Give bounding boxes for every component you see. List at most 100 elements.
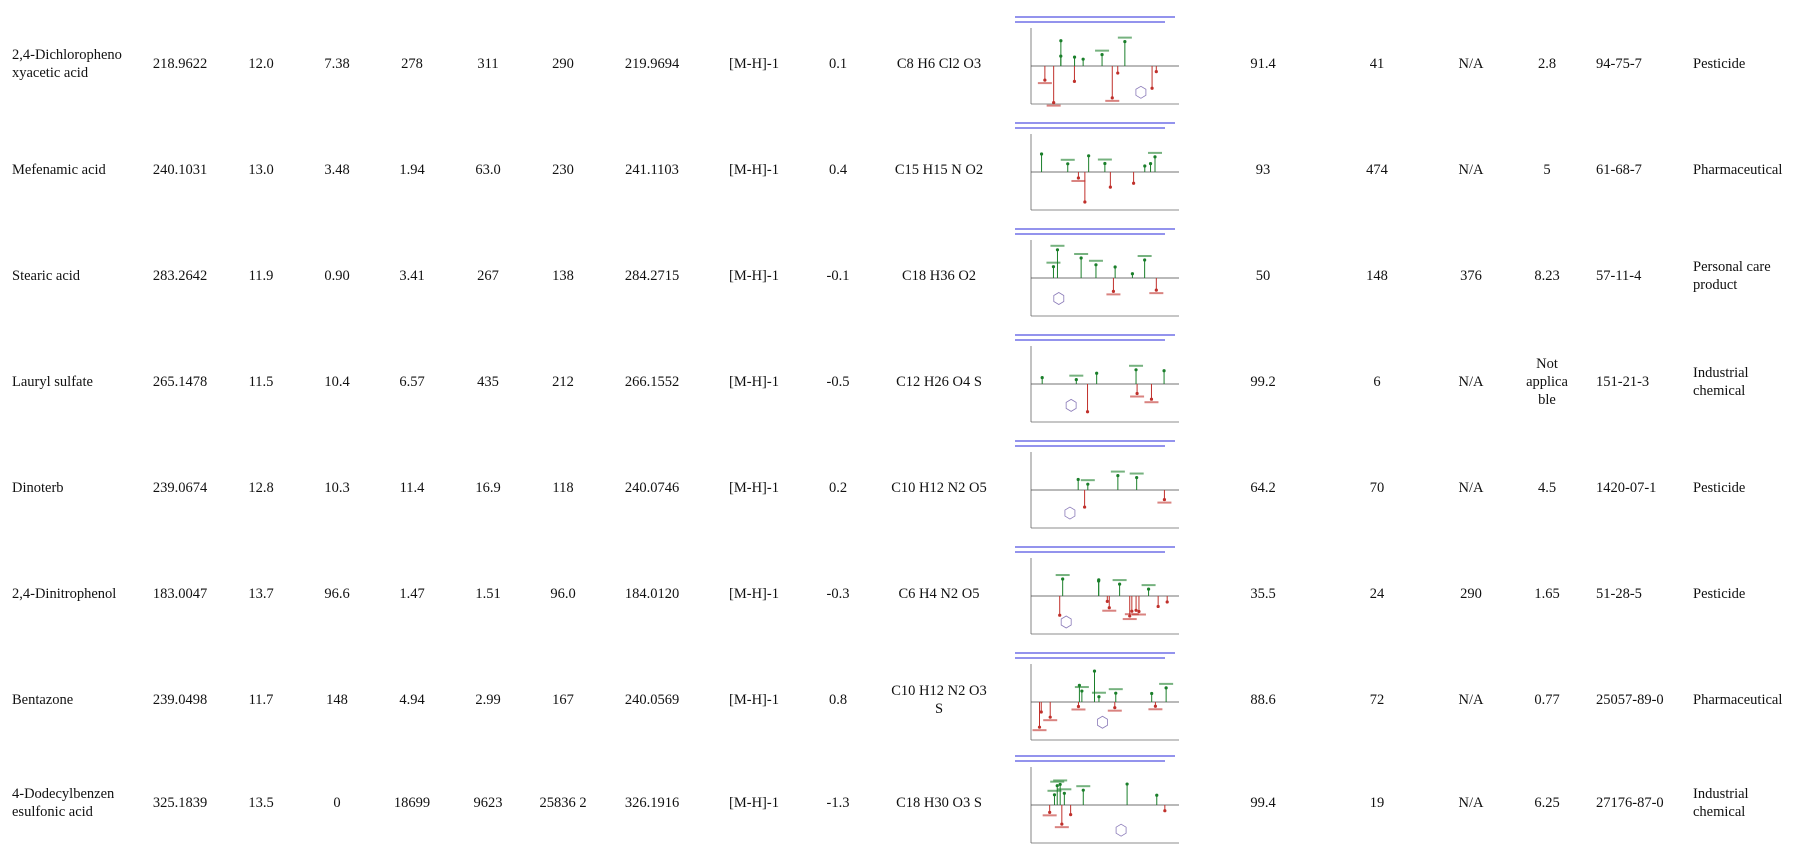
spectrum-peak-marker bbox=[1148, 161, 1153, 166]
spectrum-peak-label bbox=[1054, 826, 1069, 829]
value-f2: N/A bbox=[1458, 795, 1484, 811]
spectrum-peak-marker bbox=[1155, 793, 1159, 797]
spectrum-peak-marker bbox=[1039, 152, 1044, 156]
spectrum-peak-label bbox=[1137, 255, 1152, 258]
spectrum-peak-marker bbox=[1108, 185, 1112, 189]
spectrum-peak-marker bbox=[1135, 391, 1139, 396]
value-f2: 376 bbox=[1460, 268, 1482, 284]
spectrum-peak-label bbox=[1095, 49, 1110, 52]
spectrum-peak-marker bbox=[1130, 609, 1134, 613]
spectrum-peak-marker bbox=[1086, 482, 1090, 486]
mirror-spectrum bbox=[1013, 117, 1183, 223]
value-f2: N/A bbox=[1458, 480, 1484, 496]
spectrum-plot bbox=[1015, 755, 1179, 844]
value-f3: 0.77 bbox=[1534, 692, 1560, 708]
spectrum-peak-label bbox=[1060, 158, 1075, 161]
mass-error: -0.5 bbox=[826, 374, 850, 390]
value-f2: N/A bbox=[1458, 56, 1484, 72]
spectrum-peak-marker bbox=[1130, 272, 1135, 276]
value-f1: 72 bbox=[1369, 692, 1385, 708]
spectrum-header-line bbox=[1015, 652, 1175, 654]
spectrum-header-line bbox=[1015, 657, 1165, 659]
spectrum-peak-marker bbox=[1079, 256, 1083, 260]
spectrum-peak-marker bbox=[1085, 410, 1090, 414]
spectrum-peak-label bbox=[1130, 395, 1145, 398]
value-d: 212 bbox=[552, 374, 574, 390]
spectrum-peak-marker bbox=[1162, 497, 1167, 502]
value-a: 7.38 bbox=[324, 56, 350, 72]
spectrum-peak-marker bbox=[1072, 55, 1077, 59]
cas-number: 57-11-4 bbox=[1596, 268, 1642, 284]
spectrum-peak-marker bbox=[1074, 378, 1078, 382]
value-c: 311 bbox=[477, 56, 499, 72]
spectrum-peak-marker bbox=[1123, 40, 1127, 44]
spectrum-peak-marker bbox=[1143, 258, 1147, 262]
spectrum-peak-label bbox=[1076, 785, 1091, 788]
category: Pesticide bbox=[1693, 480, 1746, 496]
structure-sketch bbox=[1065, 398, 1077, 412]
spectrum-peak-label bbox=[1108, 688, 1123, 691]
spectrum-header-line bbox=[1015, 445, 1165, 447]
value-f1: 24 bbox=[1369, 586, 1385, 602]
spectrum-peak-label bbox=[1157, 501, 1172, 504]
mirror-spectrum bbox=[1013, 541, 1183, 647]
value-a: 10.3 bbox=[324, 480, 350, 496]
table-row: Lauryl sulfate 265.1478 11.5 10.4 6.57 4… bbox=[0, 329, 1798, 435]
category: Industrial chemical bbox=[1693, 365, 1749, 399]
spectrum-peak-marker bbox=[1062, 791, 1066, 795]
spectrum-plot bbox=[1015, 546, 1179, 635]
spectrum-peak-label bbox=[1080, 479, 1095, 482]
spectrum-plot bbox=[1015, 440, 1179, 529]
spectrum-header-line bbox=[1015, 334, 1175, 336]
mass-error: 0.2 bbox=[828, 480, 848, 496]
spectrum-peak-label bbox=[1102, 609, 1117, 612]
formula: C15 H15 N O2 bbox=[894, 162, 984, 178]
spectrum-peak-label bbox=[1147, 151, 1162, 154]
spectrum-peak-marker bbox=[1116, 71, 1120, 75]
spectrum-peak-label bbox=[1117, 36, 1132, 39]
spectrum-peak-label bbox=[1124, 613, 1139, 616]
spectrum-peak-marker bbox=[1164, 686, 1168, 690]
spectrum-header-line bbox=[1015, 233, 1165, 235]
value-b: 3.41 bbox=[399, 268, 425, 284]
adduct: [M-H]-1 bbox=[729, 692, 779, 708]
spectrum-peak-marker bbox=[1110, 96, 1114, 100]
mass-error: -0.3 bbox=[826, 586, 850, 602]
spectrum-plot bbox=[1015, 334, 1179, 423]
mirror-spectrum bbox=[1013, 329, 1183, 435]
spectrum-peak-label bbox=[1071, 179, 1086, 182]
table-row: Stearic acid 283.2642 11.9 0.90 3.41 267… bbox=[0, 223, 1798, 329]
spectrum-peak-marker bbox=[1150, 86, 1154, 90]
value-a: 0.90 bbox=[324, 268, 350, 284]
match-score: 91.4 bbox=[1250, 56, 1276, 72]
value-d: 167 bbox=[552, 692, 574, 708]
cas-number: 27176-87-0 bbox=[1596, 795, 1664, 811]
spectrum-peak-marker bbox=[1094, 263, 1098, 267]
observed-mz: 183.0047 bbox=[152, 586, 208, 602]
category: Pesticide bbox=[1693, 56, 1746, 72]
spectrum-peak-label bbox=[1088, 259, 1103, 262]
spectrum-peak-marker bbox=[1114, 691, 1118, 695]
spectrum-peak-label bbox=[1148, 708, 1163, 711]
spectrum-peak-label bbox=[1129, 472, 1144, 475]
value-b: 18699 bbox=[393, 795, 431, 811]
compound-name: Mefenamic acid bbox=[12, 162, 106, 178]
spectrum-peak-marker bbox=[1092, 669, 1097, 673]
spectrum-peak-label bbox=[1050, 244, 1065, 247]
adduct: [M-H]-1 bbox=[729, 586, 779, 602]
category: Pharmaceutical bbox=[1693, 162, 1783, 178]
value-f3: 8.23 bbox=[1534, 268, 1560, 284]
table-row: 2,4-Dichloropheno xyacetic acid 218.9622… bbox=[0, 11, 1798, 117]
spectrum-header-line bbox=[1015, 228, 1175, 230]
table-row: 4-Dodecylbenzen esulfonic acid 325.1839 … bbox=[0, 750, 1798, 856]
value-c: 267 bbox=[477, 268, 499, 284]
spectrum-peak-marker bbox=[1072, 79, 1077, 83]
value-f3: 5 bbox=[1543, 162, 1551, 178]
spectrum-peak-label bbox=[1047, 789, 1062, 792]
match-score: 93 bbox=[1255, 162, 1271, 178]
neutral-mass: 219.9694 bbox=[624, 56, 680, 72]
cas-number: 25057-89-0 bbox=[1596, 692, 1664, 708]
retention-time: 13.0 bbox=[248, 162, 274, 178]
match-score: 99.4 bbox=[1250, 795, 1276, 811]
